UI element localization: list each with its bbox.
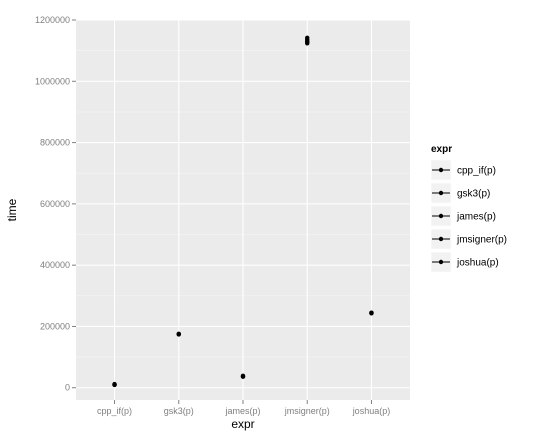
y-axis-title: time (5, 198, 19, 221)
legend-key-point (438, 259, 444, 265)
legend-key-point (438, 213, 444, 219)
legend-item: joshua(p) (430, 251, 499, 273)
y-tick-label: 600000 (40, 199, 70, 209)
y-axis-ticks: 0 200000 400000 600000 800000 1000000 1200000 (35, 15, 76, 393)
x-tick-label: cpp_if(p) (97, 406, 132, 416)
x-tick-label: gsk3(p) (164, 406, 194, 416)
data-points (112, 35, 374, 388)
y-tick-label: 800000 (40, 138, 70, 148)
legend-title: expr (431, 144, 452, 155)
legend-item: jmsigner(p) (430, 228, 507, 250)
legend-item: cpp_if(p) (430, 159, 496, 181)
x-tick-label: joshua(p) (352, 406, 391, 416)
data-point (176, 331, 181, 337)
y-tick-label: 200000 (40, 321, 70, 331)
major-gridlines (76, 19, 410, 400)
data-point (305, 35, 310, 40)
y-tick-label: 400000 (40, 260, 70, 270)
y-tick-label: 1200000 (35, 15, 70, 25)
legend: expr cpp_if(p) gsk3(p) james(p) jmsigner(p)… (430, 144, 507, 273)
legend-label: cpp_if(p) (457, 166, 496, 177)
legend-item: gsk3(p) (430, 182, 490, 204)
legend-key-point (438, 167, 444, 173)
legend-label: gsk3(p) (457, 189, 490, 200)
x-axis-ticks: cpp_if(p) gsk3(p) james(p) jmsigner(p) joshu… (97, 400, 390, 416)
data-point (240, 373, 246, 378)
x-tick-label: jmsigner(p) (284, 406, 330, 416)
x-tick-label: james(p) (224, 406, 260, 416)
x-axis-title: expr (231, 417, 254, 431)
y-tick-label: 0 (65, 383, 70, 393)
legend-label: james(p) (456, 212, 496, 223)
y-tick-label: 1000000 (35, 76, 70, 86)
legend-items: cpp_if(p) gsk3(p) james(p) jmsigner(p) joshu… (430, 159, 507, 273)
data-point (112, 381, 117, 387)
legend-key-point (438, 190, 444, 196)
data-point (369, 310, 374, 315)
legend-label: joshua(p) (456, 258, 499, 269)
legend-item: james(p) (430, 205, 496, 227)
legend-label: jmsigner(p) (456, 235, 507, 246)
legend-key-point (438, 236, 444, 242)
